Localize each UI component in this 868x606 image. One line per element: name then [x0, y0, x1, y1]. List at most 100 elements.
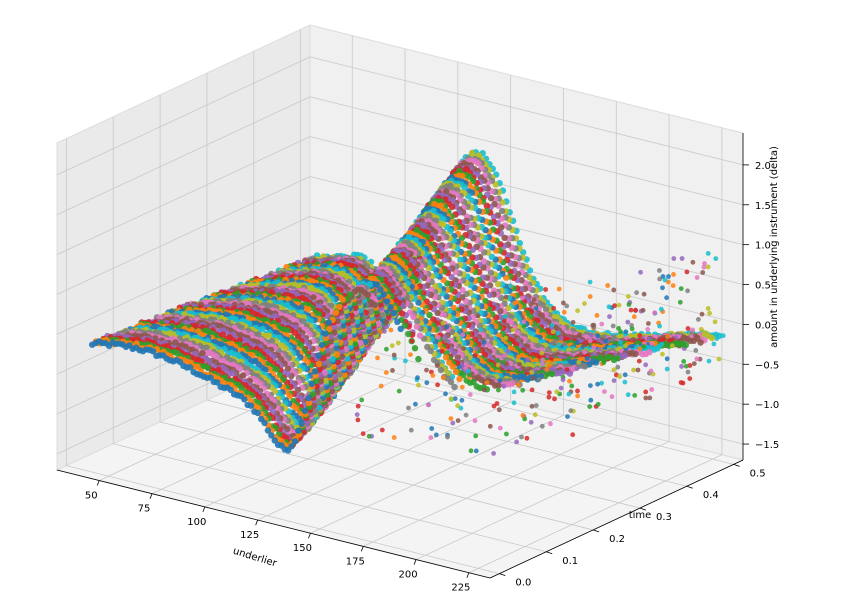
data-point	[633, 307, 638, 313]
data-point	[441, 256, 448, 264]
data-point	[487, 269, 495, 276]
data-point	[601, 333, 607, 339]
data-point	[457, 256, 464, 263]
data-point	[482, 363, 488, 369]
grid-line	[309, 56, 744, 166]
x-tick	[255, 519, 259, 526]
x-tick	[360, 546, 364, 552]
x-tick	[413, 559, 417, 565]
data-point	[638, 269, 643, 275]
z-tick-label: 1.5	[755, 201, 771, 212]
data-point	[603, 338, 609, 344]
data-point	[259, 325, 266, 332]
data-point	[682, 341, 689, 349]
data-point	[632, 393, 638, 398]
data-point	[265, 332, 273, 339]
data-point	[696, 317, 701, 322]
data-point	[614, 354, 621, 362]
data-point	[443, 188, 450, 195]
data-point	[582, 349, 587, 355]
data-point	[558, 336, 564, 341]
y-tick	[499, 573, 506, 577]
data-point	[646, 349, 653, 356]
data-point	[440, 221, 447, 228]
data-point	[687, 363, 693, 368]
data-point	[510, 327, 516, 333]
z-tick-label: −0.5	[755, 360, 779, 371]
z-tick-label: −1.5	[755, 440, 779, 451]
data-point	[716, 332, 723, 339]
z-tick-label: 0.0	[755, 320, 771, 331]
data-point	[442, 312, 447, 318]
data-point	[626, 302, 632, 307]
data-point	[641, 291, 647, 297]
grid-line	[363, 428, 617, 547]
data-point	[414, 318, 421, 325]
data-point	[659, 341, 665, 347]
data-point	[469, 254, 476, 261]
grid-line	[309, 96, 744, 206]
data-point	[307, 317, 315, 324]
data-point	[345, 326, 352, 333]
data-point	[588, 383, 593, 388]
data-point	[631, 367, 636, 373]
data-point	[316, 303, 323, 310]
data-point	[517, 316, 522, 321]
data-point	[705, 306, 711, 311]
data-point	[533, 325, 538, 330]
data-point	[550, 341, 556, 346]
data-point	[521, 324, 527, 329]
grid-line	[309, 176, 744, 285]
data-point	[463, 412, 469, 418]
data-point	[495, 357, 500, 363]
data-point	[670, 283, 676, 288]
data-point	[623, 329, 629, 335]
data-point	[683, 363, 689, 369]
y-tick-label: 0.0	[515, 578, 531, 589]
data-point	[657, 268, 662, 273]
data-point	[679, 256, 685, 261]
data-point	[623, 343, 628, 349]
data-point	[631, 314, 637, 320]
y-tick	[546, 551, 553, 555]
data-point	[432, 282, 439, 290]
data-point	[610, 337, 616, 342]
data-point	[665, 333, 670, 339]
data-point	[503, 294, 509, 300]
data-point	[591, 345, 597, 351]
z-tick-label: −1.0	[755, 400, 779, 411]
data-point	[539, 423, 545, 429]
data-point	[637, 333, 643, 339]
data-point	[484, 380, 490, 385]
grid-line	[56, 96, 311, 216]
x-tick-label: 50	[85, 491, 98, 502]
data-point	[533, 403, 539, 408]
z-tick-label: 1.0	[755, 241, 771, 252]
data-point	[440, 216, 447, 223]
data-point	[662, 277, 668, 283]
data-point	[565, 414, 570, 419]
z-tick-label: 0.5	[755, 281, 771, 292]
data-point	[566, 391, 572, 397]
x-tick-label: 175	[346, 556, 365, 567]
data-point	[533, 373, 539, 378]
data-point	[511, 389, 517, 395]
data-point	[451, 383, 458, 391]
data-point	[458, 234, 465, 242]
data-point	[587, 294, 593, 299]
data-point	[617, 374, 622, 379]
data-point	[643, 389, 649, 395]
data-point	[582, 342, 588, 348]
data-point	[540, 361, 546, 367]
data-point	[581, 363, 588, 370]
data-point	[475, 313, 481, 319]
grid-line	[113, 443, 547, 553]
data-point	[685, 326, 691, 331]
data-point	[509, 380, 516, 387]
data-point	[693, 333, 698, 338]
data-point	[648, 368, 654, 374]
data-point	[660, 274, 666, 279]
data-point	[595, 381, 600, 387]
data-point	[660, 285, 665, 291]
data-point	[569, 383, 575, 389]
